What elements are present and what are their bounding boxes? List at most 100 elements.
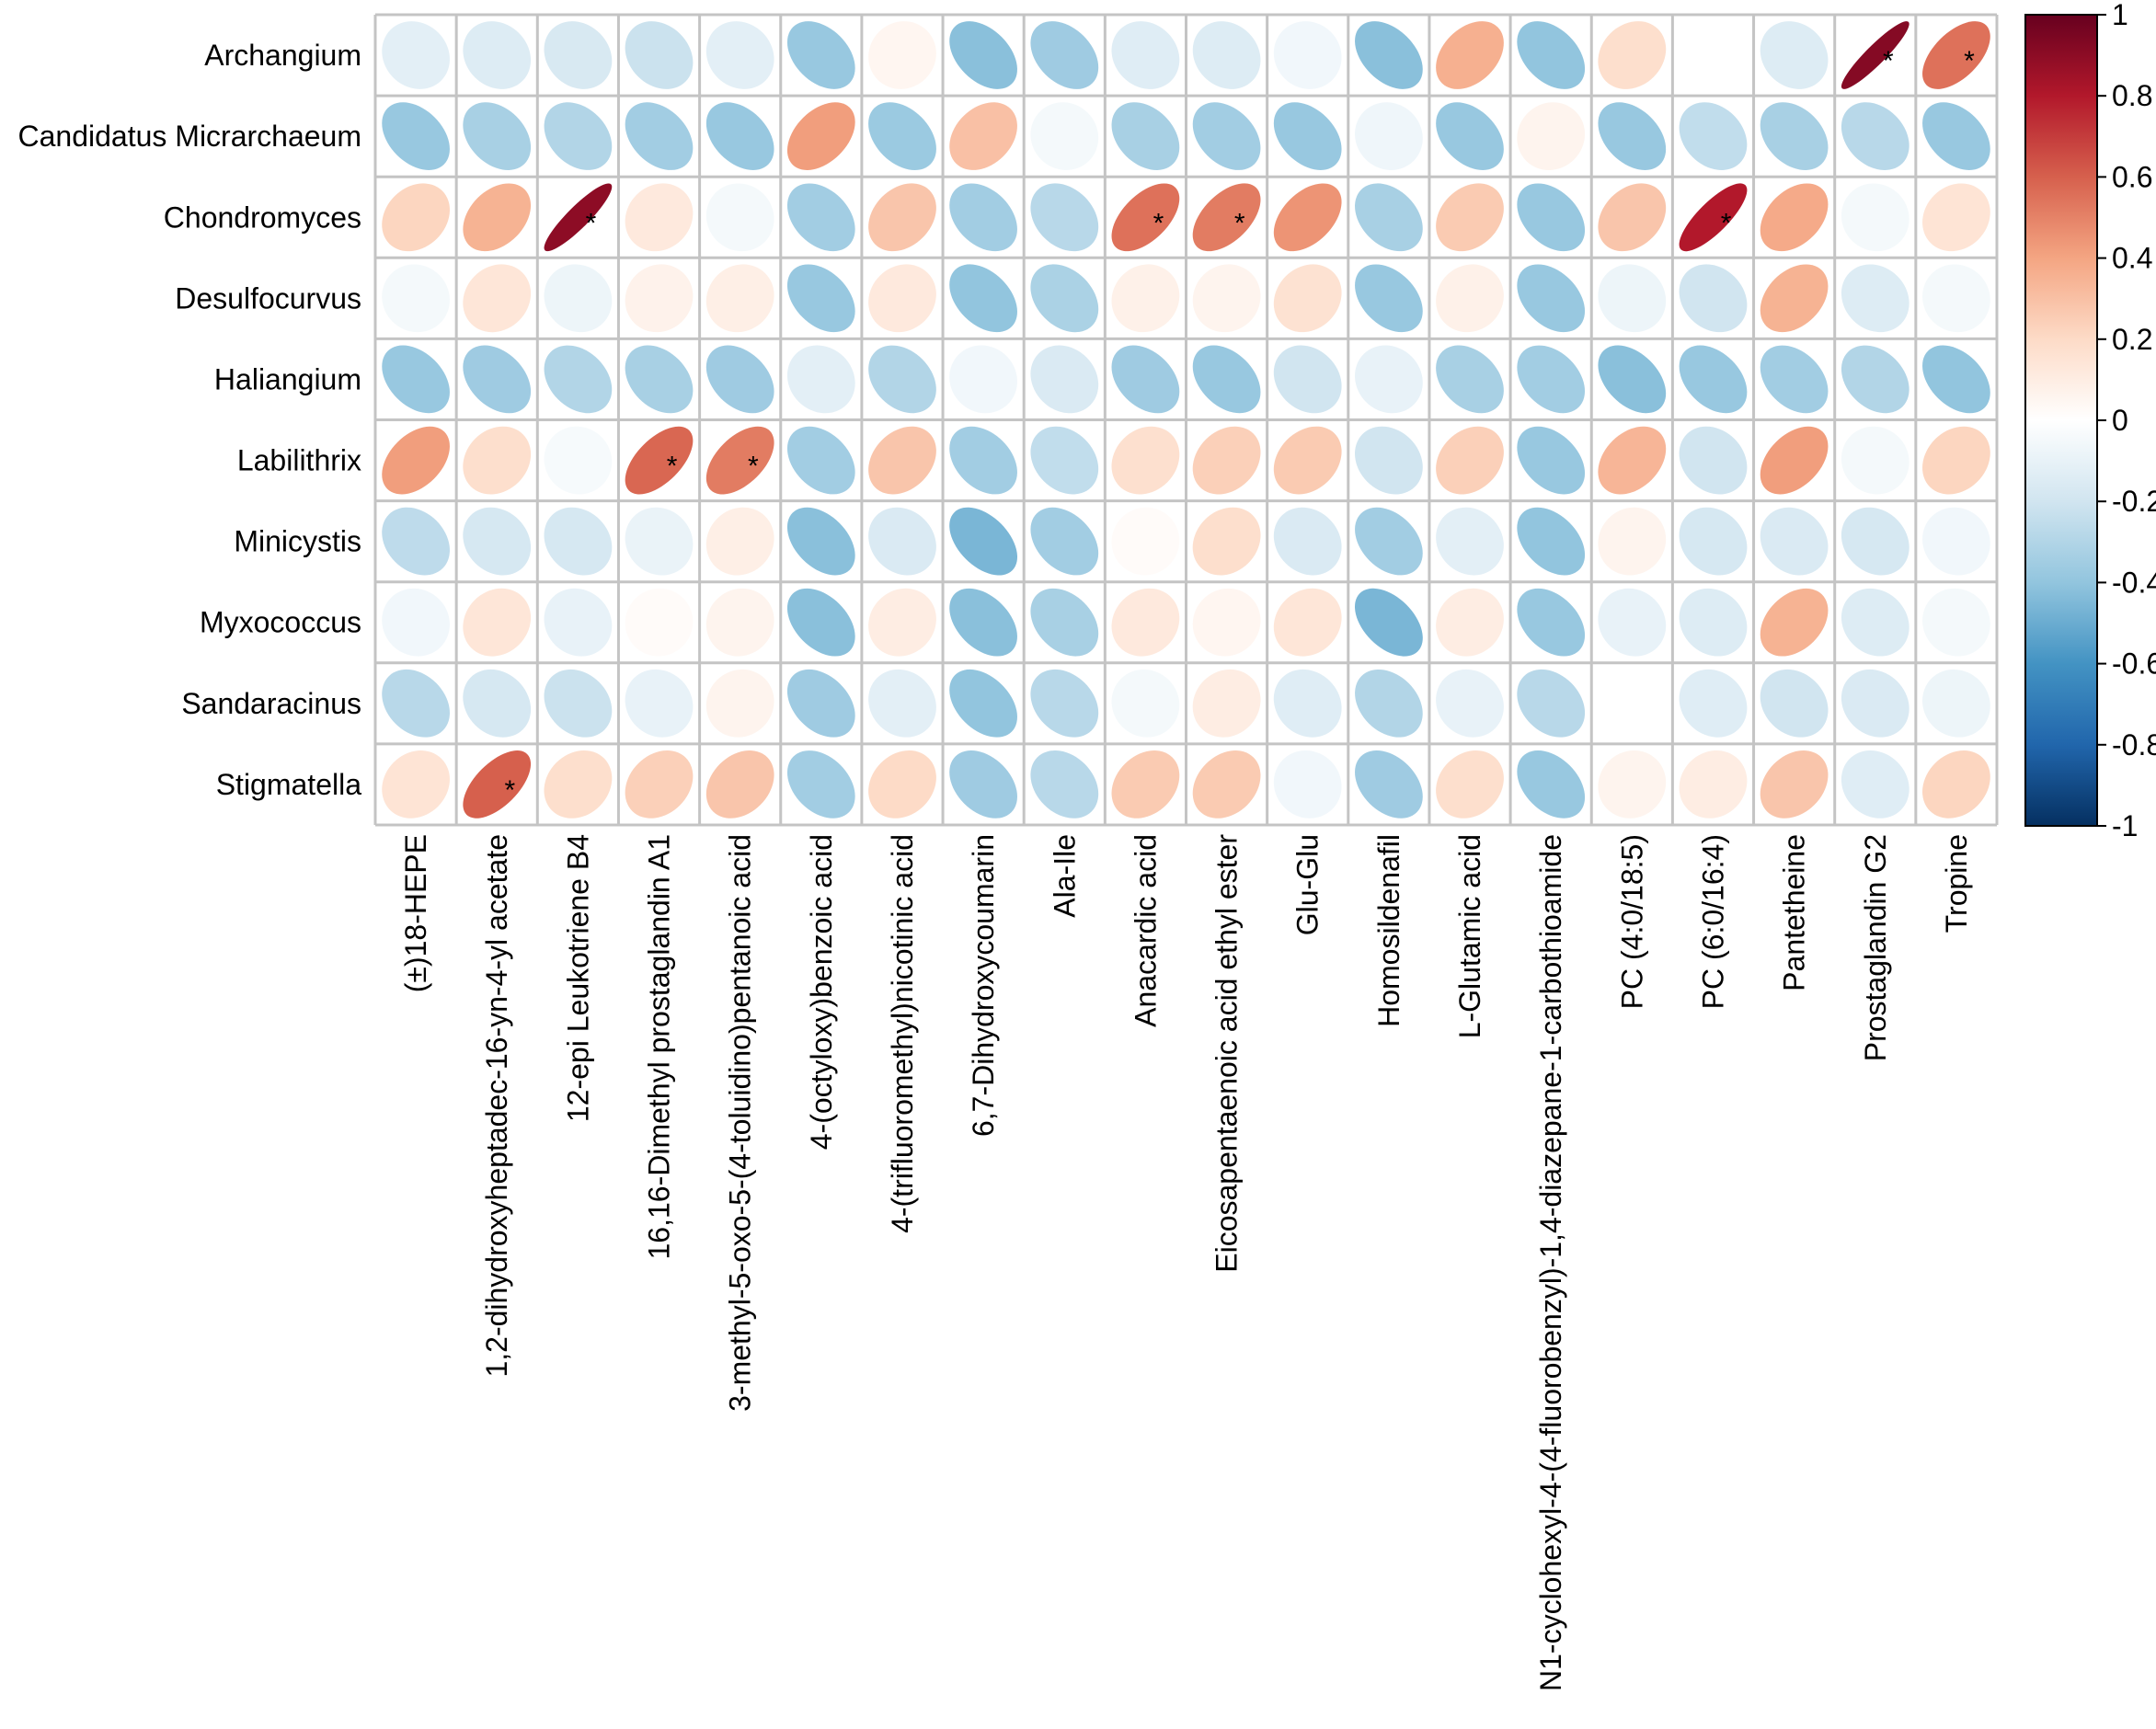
ellipse-3-15 xyxy=(1598,264,1667,333)
ellipse-2-13 xyxy=(1436,183,1504,252)
ellipse-5-14 xyxy=(1517,426,1586,495)
column-label: Eicosapentaenoic acid ethyl ester xyxy=(1210,834,1244,1273)
ellipse-9-6 xyxy=(868,750,936,819)
ellipse-3-1 xyxy=(463,264,532,333)
ellipse-6-3 xyxy=(625,507,694,576)
ellipse-2-7 xyxy=(949,183,1017,252)
ellipse-4-12 xyxy=(1355,345,1423,414)
ellipse-3-7 xyxy=(949,264,1017,333)
ellipse-9-11 xyxy=(1273,750,1342,819)
ellipse-5-8 xyxy=(1030,426,1099,495)
column-label: PC (4:0/18:5) xyxy=(1615,834,1648,1009)
ellipse-2-2 xyxy=(544,183,613,252)
ellipse-8-15 xyxy=(1598,669,1667,738)
significance-star-0-19: * xyxy=(1964,46,1975,76)
column-label: 1,2-dihydroxyheptadec-16-yn-4-yl acetate xyxy=(480,834,513,1378)
ellipse-4-8 xyxy=(1030,345,1099,414)
ellipse-5-10 xyxy=(1192,426,1261,495)
ellipse-1-7 xyxy=(949,102,1017,170)
ellipse-5-1 xyxy=(463,426,532,495)
ellipse-1-13 xyxy=(1436,102,1504,170)
ellipse-2-9 xyxy=(1111,183,1180,252)
ellipse-0-17 xyxy=(1760,21,1829,89)
ellipse-7-16 xyxy=(1679,588,1748,657)
ellipse-9-12 xyxy=(1355,750,1423,819)
ellipse-9-18 xyxy=(1841,750,1909,819)
significance-star-0-18: * xyxy=(1883,46,1894,76)
ellipse-1-5 xyxy=(786,102,855,170)
column-label: 6,7-Dihydroxycoumarin xyxy=(967,834,1000,1137)
ellipse-8-8 xyxy=(1030,669,1099,738)
column-label: Pantetheine xyxy=(1778,834,1811,991)
row-label: Myxococcus xyxy=(200,606,361,639)
ellipse-1-18 xyxy=(1841,102,1909,170)
ellipse-5-7 xyxy=(949,426,1017,495)
ellipse-8-5 xyxy=(786,669,855,738)
ellipse-2-17 xyxy=(1760,183,1829,252)
ellipse-3-17 xyxy=(1760,264,1829,333)
ellipse-7-7 xyxy=(949,588,1017,657)
ellipse-0-2 xyxy=(544,21,613,89)
ellipse-2-10 xyxy=(1192,183,1261,252)
ellipse-7-15 xyxy=(1598,588,1667,657)
colorbar-tick-label: -0.4 xyxy=(2112,566,2156,599)
ellipse-4-5 xyxy=(786,345,855,414)
ellipse-6-8 xyxy=(1030,507,1099,576)
ellipse-3-14 xyxy=(1517,264,1586,333)
ellipse-9-17 xyxy=(1760,750,1829,819)
ellipse-1-1 xyxy=(463,102,532,170)
ellipse-9-9 xyxy=(1111,750,1180,819)
ellipse-8-16 xyxy=(1679,669,1748,738)
row-label: Haliangium xyxy=(214,362,361,395)
ellipse-8-12 xyxy=(1355,669,1423,738)
ellipse-0-14 xyxy=(1517,21,1586,89)
column-label: Ala-Ile xyxy=(1048,834,1081,918)
column-label: Tropine xyxy=(1940,834,1973,933)
ellipse-7-12 xyxy=(1354,588,1423,657)
ellipse-0-15 xyxy=(1598,21,1667,89)
ellipse-0-19 xyxy=(1922,21,1990,89)
ellipse-5-11 xyxy=(1273,426,1342,495)
ellipse-3-10 xyxy=(1192,264,1261,333)
ellipse-0-9 xyxy=(1111,21,1180,89)
ellipse-2-6 xyxy=(868,183,936,252)
ellipse-8-17 xyxy=(1760,669,1829,738)
row-label: Desulfocurvus xyxy=(175,281,361,315)
ellipse-7-2 xyxy=(544,588,613,657)
ellipse-1-4 xyxy=(705,102,774,170)
ellipse-0-16 xyxy=(1679,21,1748,89)
colorbar-tick-label: -1 xyxy=(2112,809,2138,842)
ellipse-4-0 xyxy=(382,345,450,414)
significance-star-9-1: * xyxy=(504,775,515,806)
ellipse-8-19 xyxy=(1922,669,1990,738)
ellipse-5-2 xyxy=(544,426,613,495)
column-label: 4-(trifluoromethyl)nicotinic acid xyxy=(886,834,919,1233)
ellipse-0-6 xyxy=(868,21,936,89)
ellipse-6-7 xyxy=(949,507,1018,576)
ellipse-2-5 xyxy=(786,183,855,252)
ellipse-1-19 xyxy=(1922,102,1990,170)
ellipse-8-13 xyxy=(1436,669,1504,738)
ellipse-0-1 xyxy=(463,21,532,89)
row-label: Stigmatella xyxy=(216,768,362,801)
ellipse-2-1 xyxy=(463,183,532,252)
ellipse-1-16 xyxy=(1679,102,1748,170)
ellipse-4-9 xyxy=(1111,345,1180,414)
ellipse-4-13 xyxy=(1436,345,1504,414)
row-label: Minicystis xyxy=(234,525,361,558)
ellipse-7-6 xyxy=(868,588,936,657)
ellipse-8-4 xyxy=(705,669,774,738)
significance-star-2-9: * xyxy=(1153,208,1164,238)
ellipse-3-6 xyxy=(868,264,936,333)
ellipse-1-12 xyxy=(1355,102,1423,170)
ellipse-5-3 xyxy=(625,426,694,495)
ellipse-9-19 xyxy=(1922,750,1990,819)
ellipse-9-10 xyxy=(1192,750,1261,819)
ellipse-3-0 xyxy=(382,264,450,333)
ellipse-6-13 xyxy=(1436,507,1504,576)
ellipse-4-2 xyxy=(544,345,613,414)
ellipse-3-11 xyxy=(1273,264,1342,333)
ellipse-6-14 xyxy=(1517,507,1586,576)
ellipse-3-13 xyxy=(1436,264,1504,333)
ellipse-7-1 xyxy=(463,588,532,657)
